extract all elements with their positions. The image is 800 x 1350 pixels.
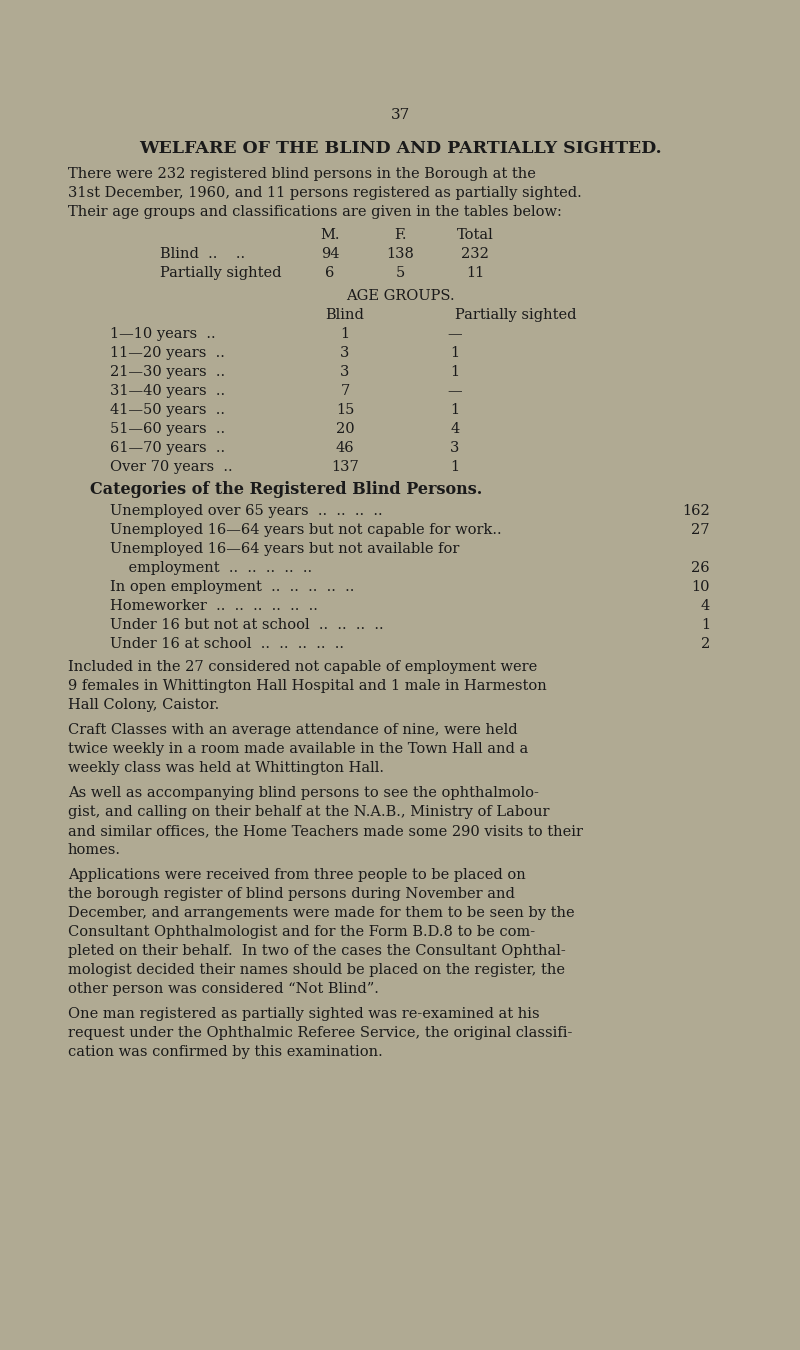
Text: pleted on their behalf.  In two of the cases the Consultant Ophthal-: pleted on their behalf. In two of the ca… (68, 944, 566, 958)
Text: 1: 1 (450, 346, 459, 360)
Text: 46: 46 (336, 441, 354, 455)
Text: request under the Ophthalmic Referee Service, the original classifi-: request under the Ophthalmic Referee Ser… (68, 1026, 572, 1040)
Text: gist, and calling on their behalf at the N.A.B., Ministry of Labour: gist, and calling on their behalf at the… (68, 805, 550, 819)
Text: 4: 4 (450, 423, 460, 436)
Text: Partially sighted: Partially sighted (160, 266, 282, 279)
Text: Applications were received from three people to be placed on: Applications were received from three pe… (68, 868, 526, 882)
Text: 61—70 years  ..: 61—70 years .. (110, 441, 225, 455)
Text: 232: 232 (461, 247, 489, 261)
Text: AGE GROUPS.: AGE GROUPS. (346, 289, 454, 302)
Text: Under 16 but not at school  ..  ..  ..  ..: Under 16 but not at school .. .. .. .. (110, 618, 384, 632)
Text: Total: Total (457, 228, 494, 242)
Text: Homeworker  ..  ..  ..  ..  ..  ..: Homeworker .. .. .. .. .. .. (110, 599, 318, 613)
Text: Under 16 at school  ..  ..  ..  ..  ..: Under 16 at school .. .. .. .. .. (110, 637, 344, 651)
Text: 4: 4 (701, 599, 710, 613)
Text: 137: 137 (331, 460, 359, 474)
Text: other person was considered “Not Blind”.: other person was considered “Not Blind”. (68, 981, 379, 996)
Text: 10: 10 (691, 580, 710, 594)
Text: 3: 3 (450, 441, 460, 455)
Text: There were 232 registered blind persons in the Borough at the: There were 232 registered blind persons … (68, 167, 536, 181)
Text: mologist decided their names should be placed on the register, the: mologist decided their names should be p… (68, 963, 565, 977)
Text: December, and arrangements were made for them to be seen by the: December, and arrangements were made for… (68, 906, 574, 919)
Text: 138: 138 (386, 247, 414, 261)
Text: Unemployed 16—64 years but not available for: Unemployed 16—64 years but not available… (110, 541, 459, 556)
Text: —: — (448, 327, 462, 342)
Text: F.: F. (394, 228, 406, 242)
Text: Blind: Blind (326, 308, 365, 323)
Text: 41—50 years  ..: 41—50 years .. (110, 404, 225, 417)
Text: Included in the 27 considered not capable of employment were: Included in the 27 considered not capabl… (68, 660, 538, 674)
Text: 26: 26 (691, 562, 710, 575)
Text: weekly class was held at Whittington Hall.: weekly class was held at Whittington Hal… (68, 761, 384, 775)
Text: Blind  ..    ..: Blind .. .. (160, 247, 245, 261)
Text: 21—30 years  ..: 21—30 years .. (110, 364, 225, 379)
Text: 1: 1 (341, 327, 350, 342)
Text: In open employment  ..  ..  ..  ..  ..: In open employment .. .. .. .. .. (110, 580, 354, 594)
Text: 1: 1 (450, 460, 459, 474)
Text: Hall Colony, Caistor.: Hall Colony, Caistor. (68, 698, 219, 711)
Text: Craft Classes with an average attendance of nine, were held: Craft Classes with an average attendance… (68, 724, 518, 737)
Text: WELFARE OF THE BLIND AND PARTIALLY SIGHTED.: WELFARE OF THE BLIND AND PARTIALLY SIGHT… (138, 140, 662, 157)
Text: M.: M. (320, 228, 340, 242)
Text: 51—60 years  ..: 51—60 years .. (110, 423, 225, 436)
Text: Unemployed over 65 years  ..  ..  ..  ..: Unemployed over 65 years .. .. .. .. (110, 504, 382, 518)
Text: 9 females in Whittington Hall Hospital and 1 male in Harmeston: 9 females in Whittington Hall Hospital a… (68, 679, 546, 693)
Text: Unemployed 16—64 years but not capable for work..: Unemployed 16—64 years but not capable f… (110, 522, 502, 537)
Text: 1: 1 (450, 404, 459, 417)
Text: 1: 1 (450, 364, 459, 379)
Text: —: — (448, 383, 462, 398)
Text: 3: 3 (340, 364, 350, 379)
Text: As well as accompanying blind persons to see the ophthalmolo-: As well as accompanying blind persons to… (68, 786, 539, 801)
Text: Categories of the Registered Blind Persons.: Categories of the Registered Blind Perso… (90, 481, 482, 498)
Text: 6: 6 (326, 266, 334, 279)
Text: 31st December, 1960, and 11 persons registered as partially sighted.: 31st December, 1960, and 11 persons regi… (68, 186, 582, 200)
Text: the borough register of blind persons during November and: the borough register of blind persons du… (68, 887, 515, 900)
Text: Consultant Ophthalmologist and for the Form B.D.8 to be com-: Consultant Ophthalmologist and for the F… (68, 925, 535, 940)
Text: twice weekly in a room made available in the Town Hall and a: twice weekly in a room made available in… (68, 743, 528, 756)
Text: 7: 7 (340, 383, 350, 398)
Text: cation was confirmed by this examination.: cation was confirmed by this examination… (68, 1045, 382, 1058)
Text: 11: 11 (466, 266, 484, 279)
Text: 20: 20 (336, 423, 354, 436)
Text: Over 70 years  ..: Over 70 years .. (110, 460, 233, 474)
Text: Partially sighted: Partially sighted (455, 308, 577, 323)
Text: 11—20 years  ..: 11—20 years .. (110, 346, 225, 360)
Text: 94: 94 (321, 247, 339, 261)
Text: 27: 27 (691, 522, 710, 537)
Text: 1—10 years  ..: 1—10 years .. (110, 327, 216, 342)
Text: 5: 5 (395, 266, 405, 279)
Text: One man registered as partially sighted was re-examined at his: One man registered as partially sighted … (68, 1007, 540, 1021)
Text: 2: 2 (701, 637, 710, 651)
Text: 162: 162 (682, 504, 710, 518)
Text: 31—40 years  ..: 31—40 years .. (110, 383, 225, 398)
Text: 1: 1 (701, 618, 710, 632)
Text: employment  ..  ..  ..  ..  ..: employment .. .. .. .. .. (110, 562, 312, 575)
Text: and similar offices, the Home Teachers made some 290 visits to their: and similar offices, the Home Teachers m… (68, 824, 583, 838)
Text: 37: 37 (390, 108, 410, 122)
Text: 3: 3 (340, 346, 350, 360)
Text: 15: 15 (336, 404, 354, 417)
Text: Their age groups and classifications are given in the tables below:: Their age groups and classifications are… (68, 205, 562, 219)
Text: homes.: homes. (68, 842, 121, 857)
